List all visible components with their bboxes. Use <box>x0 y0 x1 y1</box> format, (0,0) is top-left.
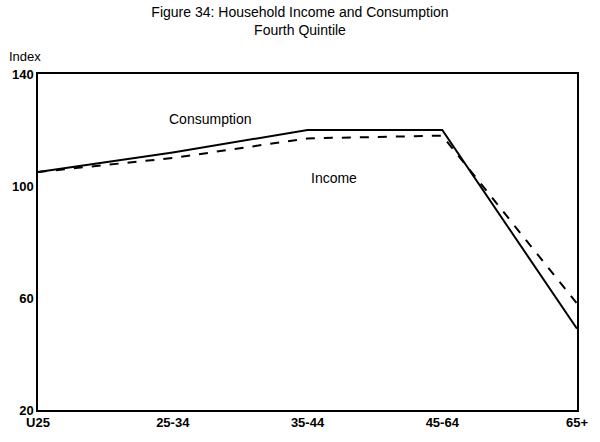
svg-text:45-64: 45-64 <box>426 415 460 430</box>
svg-text:Index: Index <box>9 49 41 64</box>
svg-text:60: 60 <box>19 291 33 306</box>
svg-text:Figure 34: Household Income an: Figure 34: Household Income and Consumpt… <box>151 4 448 38</box>
svg-text:Income: Income <box>311 170 357 186</box>
svg-text:25-34: 25-34 <box>156 415 190 430</box>
svg-text:35-44: 35-44 <box>291 415 325 430</box>
svg-text:140: 140 <box>12 67 34 82</box>
svg-text:65+: 65+ <box>566 415 588 430</box>
svg-text:U25: U25 <box>26 415 50 430</box>
svg-text:Consumption: Consumption <box>169 111 252 127</box>
svg-text:100: 100 <box>12 179 34 194</box>
svg-text:20: 20 <box>19 403 33 418</box>
